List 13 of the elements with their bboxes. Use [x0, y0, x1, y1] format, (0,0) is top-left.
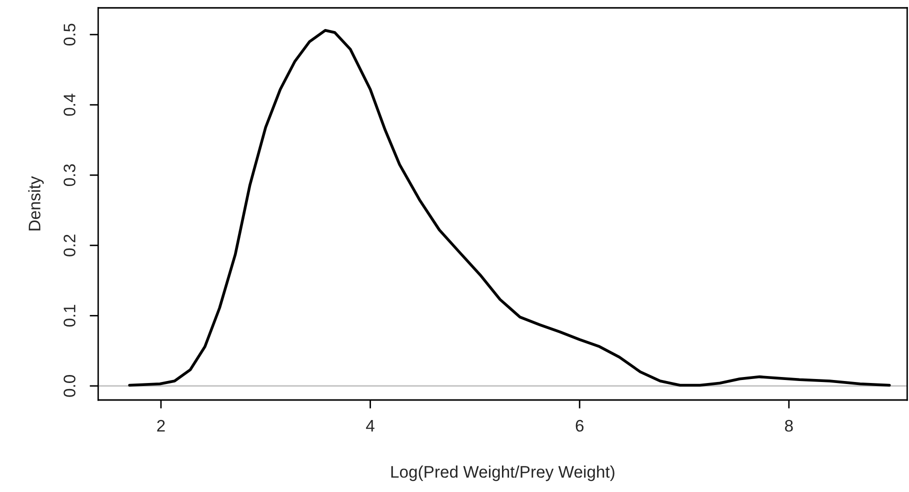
y-tick-label: 0.5	[64, 24, 76, 46]
y-tick-label: 0.4	[64, 94, 76, 116]
x-axis-title: Log(Pred Weight/Prey Weight)	[391, 466, 614, 482]
x-tick-label: 4	[366, 420, 374, 432]
x-tick-label: 6	[576, 420, 584, 432]
line-series	[128, 28, 891, 387]
x-tick-label: 8	[785, 420, 793, 432]
y-tick-label: 0.0	[64, 375, 76, 397]
y-tick-label: 0.3	[64, 164, 76, 186]
y-tick-label: 0.2	[64, 234, 76, 256]
y-tick-label: 0.1	[64, 304, 76, 327]
x-tick-label: 2	[157, 420, 165, 432]
y-axis-title: Density	[28, 176, 44, 230]
